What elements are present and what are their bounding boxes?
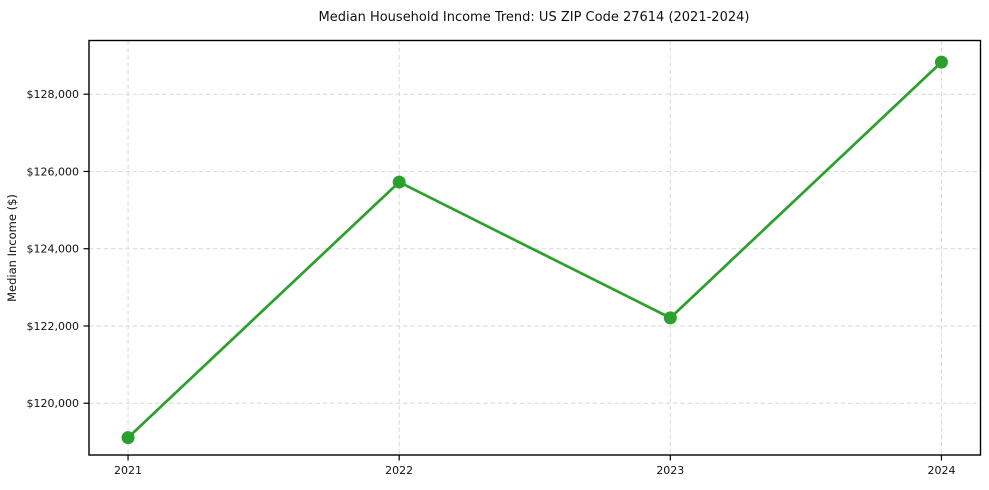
- y-tick-label: $122,000: [27, 320, 80, 333]
- data-point-marker: [663, 311, 677, 325]
- x-tick-label: 2021: [114, 464, 142, 477]
- y-tick-label: $120,000: [27, 397, 80, 410]
- data-point-marker: [121, 431, 135, 445]
- y-tick-label: $126,000: [27, 165, 80, 178]
- y-tick-label: $128,000: [27, 88, 80, 101]
- x-tick-label: 2024: [927, 464, 955, 477]
- data-point-marker: [934, 55, 948, 69]
- plot-border: [88, 39, 982, 456]
- x-tick-label: 2023: [656, 464, 684, 477]
- plot-area: 2021 2022 2023 2024 $120,000 $122,000 $124,000…: [27, 39, 982, 477]
- data-point-marker: [392, 175, 406, 189]
- trend-line: [126, 60, 943, 439]
- chart-title: Median Household Income Trend: US ZIP Co…: [319, 10, 750, 25]
- y-axis-label: Median Income ($): [5, 194, 19, 302]
- y-tick-label: $124,000: [27, 243, 80, 256]
- x-tick-label: 2022: [385, 464, 413, 477]
